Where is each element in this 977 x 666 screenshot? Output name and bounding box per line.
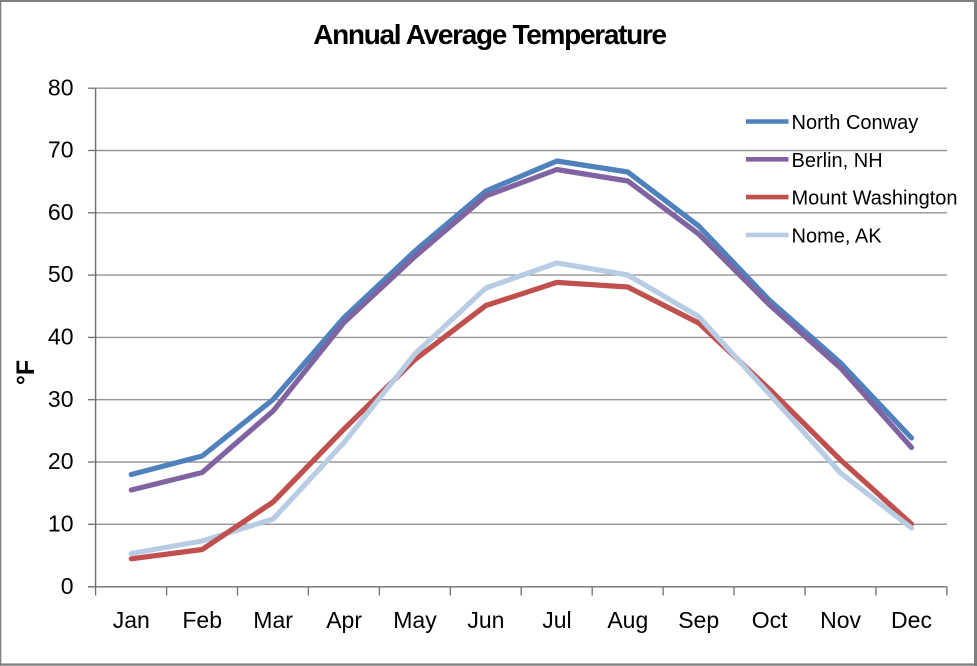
svg-text:Berlin, NH: Berlin, NH [792, 150, 883, 172]
svg-text:Aug: Aug [607, 607, 648, 633]
svg-text:Nov: Nov [820, 607, 861, 633]
svg-text:60: 60 [48, 199, 74, 225]
svg-text:Jan: Jan [113, 607, 150, 633]
svg-text:Sep: Sep [678, 607, 719, 633]
svg-text:Apr: Apr [326, 607, 362, 633]
svg-text:30: 30 [48, 386, 74, 412]
svg-text:0: 0 [61, 573, 74, 599]
svg-text:Mount Washington: Mount Washington [792, 188, 958, 210]
svg-text:70: 70 [48, 137, 74, 163]
svg-text:Nome, AK: Nome, AK [792, 225, 883, 247]
svg-text:North Conway: North Conway [792, 112, 919, 134]
svg-text:Dec: Dec [891, 607, 932, 633]
svg-text:Oct: Oct [752, 607, 788, 633]
svg-text:°F: °F [12, 360, 40, 385]
svg-text:Jul: Jul [542, 607, 571, 633]
svg-text:40: 40 [48, 324, 74, 350]
svg-text:50: 50 [48, 261, 74, 287]
svg-text:10: 10 [48, 510, 74, 536]
svg-text:Annual Average Temperature: Annual Average Temperature [313, 19, 666, 50]
svg-text:May: May [393, 607, 437, 633]
svg-text:Jun: Jun [467, 607, 504, 633]
svg-text:Mar: Mar [253, 607, 293, 633]
svg-text:20: 20 [48, 448, 74, 474]
svg-text:80: 80 [48, 74, 74, 100]
svg-text:Feb: Feb [182, 607, 222, 633]
